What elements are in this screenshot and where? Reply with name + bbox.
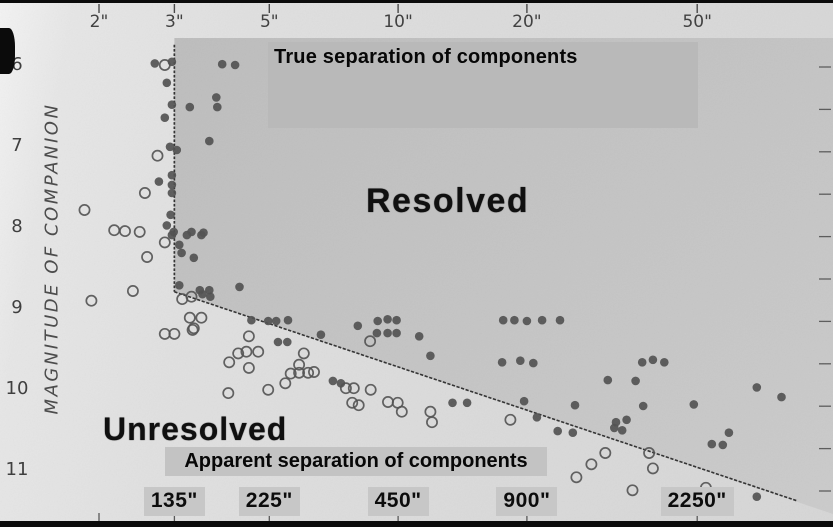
top-axis-tick-label: 3"	[165, 12, 184, 32]
scan-edge-top-bar	[0, 0, 833, 3]
resolved-region-label: Resolved	[366, 182, 530, 220]
bottom-axis-tick-label: 450"	[343, 487, 453, 516]
y-axis-tick-label: 7	[11, 135, 23, 156]
bottom-axis-title-patch: Apparent separation of components	[165, 447, 547, 476]
bottom-axis-tick-label-text: 2250"	[660, 487, 734, 516]
top-axis-tick-label: 5"	[259, 12, 279, 32]
bottom-axis-tick-label: 135"	[119, 487, 229, 516]
top-axis-tick-label: 50"	[682, 12, 712, 32]
y-axis-tick-label: 10	[5, 378, 29, 399]
top-axis-title-patch: True separation of components	[268, 42, 698, 128]
top-axis-tick-label: 10"	[383, 12, 413, 32]
scan-edge-left-blob	[0, 28, 15, 74]
bottom-axis-tick-label-text: 450"	[367, 487, 429, 516]
y-axis-title: MAGNITUDE OF COMPANION	[41, 102, 63, 415]
top-axis-tick-label: 2"	[89, 12, 109, 32]
bottom-axis-tick-label: 900"	[472, 487, 582, 516]
top-axis-title: True separation of components	[274, 46, 578, 68]
y-axis-tick-label: 9	[11, 297, 23, 318]
unresolved-region-label: Unresolved	[103, 411, 288, 447]
scan-edge-bottom-bar	[0, 521, 833, 527]
bottom-axis-tick-label: 225"	[214, 487, 324, 516]
y-axis-tick-label: 11	[5, 459, 29, 480]
bottom-axis-title: Apparent separation of components	[184, 450, 528, 472]
bottom-axis-tick-label: 2250"	[642, 487, 752, 516]
bottom-axis-tick-label-text: 135"	[143, 487, 205, 516]
bottom-axis-tick-label-text: 225"	[238, 487, 300, 516]
y-axis-tick-label: 6	[11, 54, 23, 75]
top-axis-tick-label: 20"	[512, 12, 542, 32]
bottom-axis-tick-label-text: 900"	[496, 487, 558, 516]
y-axis-tick-label: 8	[11, 216, 23, 237]
